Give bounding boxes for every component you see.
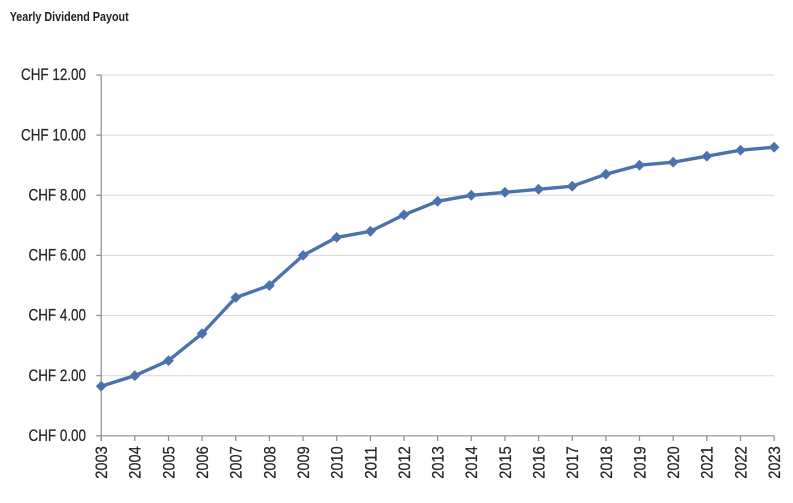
svg-text:2015: 2015 — [496, 446, 515, 479]
svg-text:2011: 2011 — [361, 446, 380, 479]
svg-text:Yearly Dividend Payout: Yearly Dividend Payout — [10, 9, 129, 24]
svg-text:2013: 2013 — [429, 446, 448, 479]
svg-text:CHF 12.00: CHF 12.00 — [21, 65, 86, 84]
svg-text:2016: 2016 — [530, 446, 549, 479]
svg-text:2012: 2012 — [395, 446, 414, 479]
svg-text:2007: 2007 — [227, 446, 246, 479]
svg-text:2004: 2004 — [126, 446, 145, 479]
svg-text:2019: 2019 — [630, 446, 649, 479]
svg-text:2022: 2022 — [731, 446, 750, 479]
svg-text:2017: 2017 — [563, 446, 582, 479]
svg-text:CHF 6.00: CHF 6.00 — [29, 246, 87, 265]
svg-text:2005: 2005 — [159, 446, 178, 479]
svg-text:CHF 8.00: CHF 8.00 — [29, 186, 87, 205]
svg-text:2014: 2014 — [462, 446, 481, 479]
svg-text:2006: 2006 — [193, 446, 212, 479]
svg-text:2021: 2021 — [698, 446, 717, 479]
svg-text:CHF 0.00: CHF 0.00 — [29, 426, 87, 445]
svg-text:2009: 2009 — [294, 446, 313, 479]
svg-text:2010: 2010 — [328, 446, 347, 479]
svg-text:2008: 2008 — [260, 446, 279, 479]
svg-text:2003: 2003 — [92, 446, 111, 479]
svg-text:2020: 2020 — [664, 446, 683, 479]
svg-text:2018: 2018 — [597, 446, 616, 479]
svg-text:2023: 2023 — [765, 446, 784, 479]
svg-text:CHF 4.00: CHF 4.00 — [29, 306, 87, 325]
svg-text:CHF 2.00: CHF 2.00 — [29, 366, 87, 385]
svg-text:CHF 10.00: CHF 10.00 — [21, 125, 86, 144]
